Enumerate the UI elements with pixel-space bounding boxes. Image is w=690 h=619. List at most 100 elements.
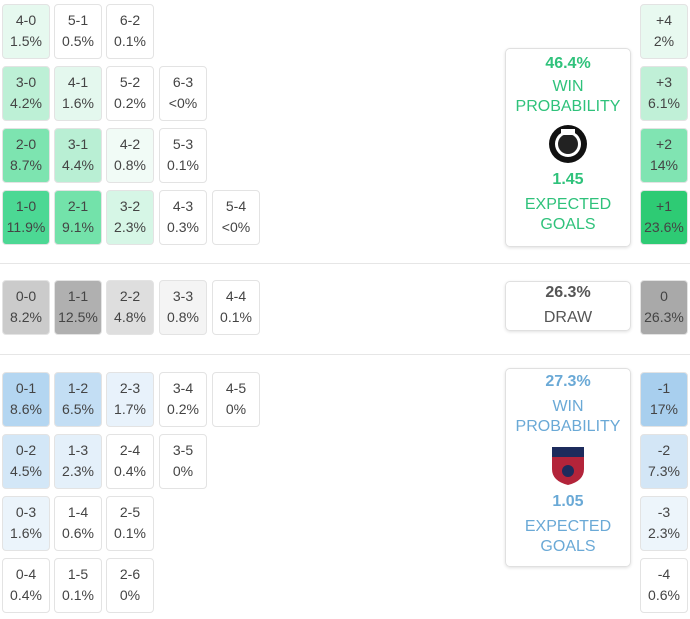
score: 3-5 xyxy=(172,442,194,458)
draw-info: 26.3% DRAW xyxy=(505,281,631,331)
margin-cell: +3 6.1% xyxy=(640,66,688,121)
probability: 2.3% xyxy=(648,525,680,541)
score-cell: 2-4 0.4% xyxy=(106,434,154,489)
probability: 17% xyxy=(649,401,679,417)
score: 0-4 xyxy=(15,566,37,582)
probability: 8.2% xyxy=(10,309,42,325)
margin: -4 xyxy=(657,566,671,582)
score-cell: 3-4 0.2% xyxy=(159,372,207,427)
away-info: 27.3% WIN PROBABILITY 1.05 EXPECTED GOAL… xyxy=(505,368,631,567)
probability: 4.4% xyxy=(62,157,94,173)
score-cell: 3-5 0% xyxy=(159,434,207,489)
home-info: 46.4% WIN PROBABILITY 1.45 EXPECTED GOAL… xyxy=(505,48,631,247)
score-cell: 1-4 0.6% xyxy=(54,496,102,551)
score: 4-4 xyxy=(225,288,247,304)
score-cell: 1-0 11.9% xyxy=(2,190,50,245)
score: 0-1 xyxy=(15,380,37,396)
margin: +2 xyxy=(656,136,672,152)
probability: 14% xyxy=(649,157,679,173)
probability: 6.1% xyxy=(648,95,680,111)
score-cell: 4-1 1.6% xyxy=(54,66,102,121)
probability: 23.6% xyxy=(644,219,684,235)
margin-cell: -1 17% xyxy=(640,372,688,427)
probability: <0% xyxy=(221,219,251,235)
probability: 1.6% xyxy=(62,95,94,111)
score: 6-2 xyxy=(119,12,141,28)
score: 2-2 xyxy=(119,288,141,304)
score: 4-3 xyxy=(172,198,194,214)
away-expected-goals: 1.05 xyxy=(552,493,584,510)
score-cell: 1-3 2.3% xyxy=(54,434,102,489)
probability: 0.6% xyxy=(62,525,94,541)
probability: 0% xyxy=(172,463,194,479)
probability: 0.3% xyxy=(167,219,199,235)
probability: 2.3% xyxy=(114,219,146,235)
probability: 9.1% xyxy=(62,219,94,235)
draw-label: DRAW xyxy=(543,309,593,326)
margin-cell: -4 0.6% xyxy=(640,558,688,613)
score-cell: 0-3 1.6% xyxy=(2,496,50,551)
margin: 0 xyxy=(660,288,668,304)
probability: 0.6% xyxy=(648,587,680,603)
score-cell: 3-2 2.3% xyxy=(106,190,154,245)
score-cell: 0-0 8.2% xyxy=(2,280,50,335)
score: 2-1 xyxy=(67,198,89,214)
separator xyxy=(0,263,690,264)
probability: 8.7% xyxy=(10,157,42,173)
score-cell: 4-0 1.5% xyxy=(2,4,50,59)
probability: 26.3% xyxy=(644,309,684,325)
probability: 1.6% xyxy=(10,525,42,541)
margin: +4 xyxy=(656,12,672,28)
score-cell: 6-3 <0% xyxy=(159,66,207,121)
score: 0-2 xyxy=(15,442,37,458)
score: 3-3 xyxy=(172,288,194,304)
score: 1-5 xyxy=(67,566,89,582)
score-cell: 0-1 8.6% xyxy=(2,372,50,427)
away-logo xyxy=(552,447,584,485)
score-cell: 2-5 0.1% xyxy=(106,496,154,551)
probability: 12.5% xyxy=(58,309,98,325)
probability: 4.2% xyxy=(10,95,42,111)
margin: -1 xyxy=(657,380,671,396)
home-logo xyxy=(549,125,587,163)
score-cell: 1-5 0.1% xyxy=(54,558,102,613)
home-xg-label: EXPECTED GOALS xyxy=(524,196,612,233)
score-cell: 2-3 1.7% xyxy=(106,372,154,427)
probability: 0.4% xyxy=(10,587,42,603)
margin-cell: -2 7.3% xyxy=(640,434,688,489)
score: 2-6 xyxy=(119,566,141,582)
score: 1-4 xyxy=(67,504,89,520)
score: 4-0 xyxy=(15,12,37,28)
draw-probability: 26.3% xyxy=(545,284,591,301)
score: 5-3 xyxy=(172,136,194,152)
probability: 0.8% xyxy=(114,157,146,173)
score-cell: 0-4 0.4% xyxy=(2,558,50,613)
score: 2-5 xyxy=(119,504,141,520)
score-cell: 2-6 0% xyxy=(106,558,154,613)
probability: 2.3% xyxy=(62,463,94,479)
probability: 8.6% xyxy=(10,401,42,417)
home-win-probability: 46.4% xyxy=(545,55,591,72)
probability: 0.1% xyxy=(220,309,252,325)
home-win-label: WIN PROBABILITY xyxy=(515,78,621,115)
score-cell: 1-1 12.5% xyxy=(54,280,102,335)
score-cell: 4-5 0% xyxy=(212,372,260,427)
score-cell: 5-4 <0% xyxy=(212,190,260,245)
score-cell: 6-2 0.1% xyxy=(106,4,154,59)
score: 1-0 xyxy=(15,198,37,214)
score: 5-1 xyxy=(67,12,89,28)
home-expected-goals: 1.45 xyxy=(552,171,584,188)
score: 4-1 xyxy=(67,74,89,90)
probability: 0.8% xyxy=(167,309,199,325)
probability: 1.5% xyxy=(10,33,42,49)
score-cell: 3-1 4.4% xyxy=(54,128,102,183)
away-xg-label: EXPECTED GOALS xyxy=(524,518,612,555)
probability: 7.3% xyxy=(648,463,680,479)
score: 3-4 xyxy=(172,380,194,396)
score-cell: 3-0 4.2% xyxy=(2,66,50,121)
score: 0-3 xyxy=(15,504,37,520)
margin-cell: +2 14% xyxy=(640,128,688,183)
probability: 4.8% xyxy=(114,309,146,325)
score-cell: 5-3 0.1% xyxy=(159,128,207,183)
score: 1-3 xyxy=(67,442,89,458)
